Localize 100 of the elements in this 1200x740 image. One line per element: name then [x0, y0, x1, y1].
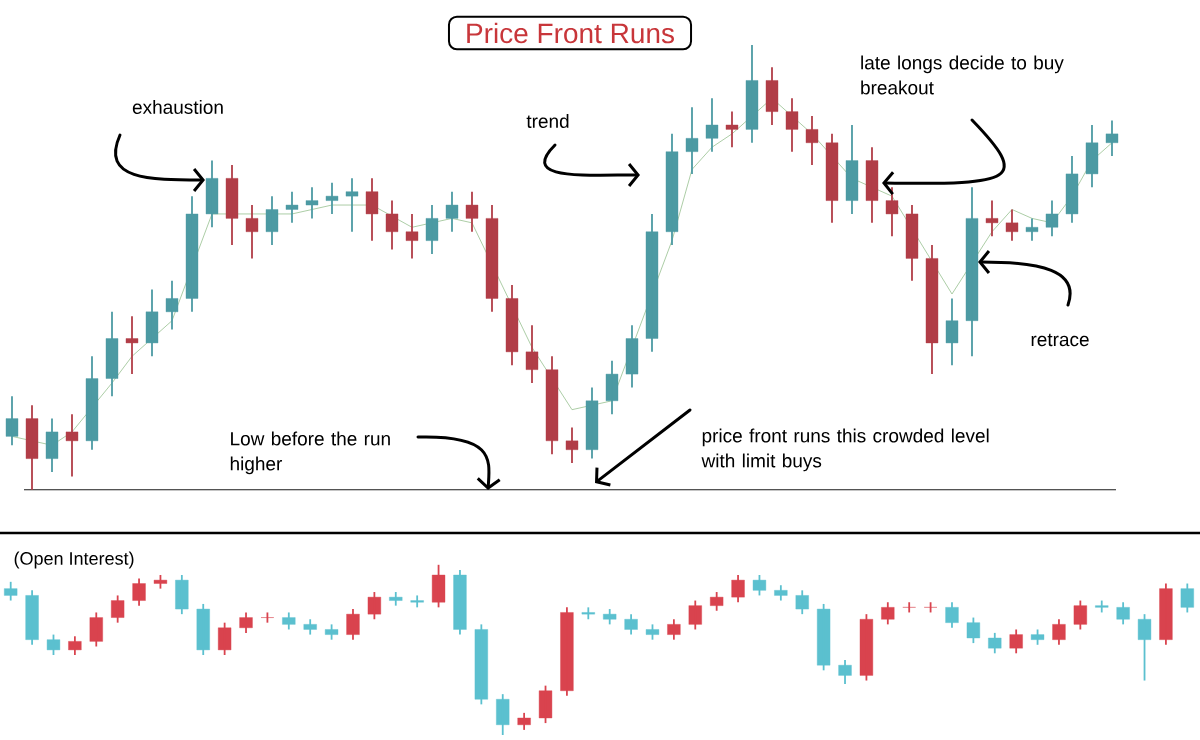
candlestick — [525, 324, 539, 384]
candlestick — [825, 132, 839, 224]
candlestick — [505, 284, 519, 367]
candlestick — [5, 395, 19, 447]
candlestick — [325, 181, 339, 215]
candlestick — [585, 386, 599, 460]
candlestick — [89, 611, 103, 648]
candlestick — [1005, 208, 1019, 242]
candlestick — [305, 186, 319, 220]
candlestick — [881, 601, 895, 626]
candlestick — [385, 199, 399, 251]
candlestick — [25, 589, 39, 646]
candlestick — [282, 611, 296, 631]
candlestick — [485, 204, 499, 313]
candlestick — [605, 359, 619, 416]
candlestick — [1095, 599, 1109, 614]
candlestick — [625, 324, 639, 389]
candlestick — [25, 404, 39, 491]
candlestick — [474, 623, 488, 706]
chart-title: Price Front Runs — [467, 22, 674, 44]
candlestick — [111, 594, 125, 624]
candlestick — [46, 633, 61, 656]
candlestick — [1073, 599, 1087, 631]
candlestick — [196, 603, 210, 656]
candlestick — [817, 603, 831, 672]
candlestick — [365, 177, 379, 242]
candlestick — [410, 594, 424, 609]
candlestick — [795, 589, 809, 616]
annotation: retrace — [1031, 333, 1089, 347]
candlestick — [132, 577, 146, 607]
candlestick — [425, 204, 439, 255]
candlestick — [125, 315, 139, 375]
candlestick — [885, 186, 899, 238]
candlestick — [4, 580, 18, 602]
candlestick — [902, 601, 916, 614]
candlestick — [367, 591, 381, 621]
candlestick — [945, 601, 959, 629]
candlestick — [988, 631, 1002, 655]
candlestick — [545, 355, 559, 456]
annotation: exhaustion — [132, 100, 223, 114]
candlestick — [745, 43, 759, 144]
candlestick — [346, 608, 360, 641]
candlestick — [731, 574, 745, 604]
candlestick — [205, 159, 219, 229]
candlestick — [85, 355, 99, 451]
candlestick — [345, 177, 359, 233]
candlestick — [45, 417, 59, 473]
candlestick — [752, 574, 767, 597]
candlestick — [1009, 628, 1023, 655]
chart-title: (Open Interest) — [14, 551, 134, 569]
candlestick — [303, 618, 317, 636]
candlestick — [838, 659, 852, 685]
candlestick — [845, 124, 859, 215]
candlestick — [965, 186, 979, 358]
candlestick — [785, 97, 799, 153]
candlestick — [665, 132, 679, 246]
annotation: price front runs this crowded level with limit buys — [701, 428, 989, 472]
candlestick — [225, 164, 239, 246]
candlestick — [65, 413, 79, 478]
candlestick — [185, 195, 199, 313]
candlestick — [1137, 613, 1152, 682]
candlestick — [710, 591, 724, 612]
candlestick — [175, 574, 189, 616]
candlestick — [624, 613, 638, 636]
annotation: late longs decide to buy breakout — [861, 55, 1064, 95]
candlestick — [645, 213, 659, 353]
candlestick — [581, 606, 595, 621]
candlestick — [705, 97, 719, 153]
candlestick — [245, 204, 259, 260]
candlestick — [285, 190, 299, 224]
candlestick — [239, 611, 253, 634]
candlestick — [1116, 601, 1130, 626]
candlestick — [1052, 618, 1066, 646]
candlestick — [945, 297, 959, 367]
candlestick — [685, 106, 699, 175]
candlestick — [445, 190, 459, 233]
candlestick — [774, 584, 788, 602]
candlestick — [165, 279, 179, 331]
candlestick — [905, 204, 919, 282]
candlestick — [517, 711, 531, 731]
candlestick — [688, 599, 702, 631]
candlestick — [453, 569, 467, 636]
candlestick — [865, 146, 879, 224]
candlestick — [565, 426, 579, 464]
candlestick — [1085, 124, 1099, 189]
candlestick — [105, 310, 119, 398]
candlestick — [1159, 582, 1173, 646]
candlestick — [1105, 119, 1119, 158]
candlestick — [265, 195, 279, 246]
candlestick — [560, 606, 574, 697]
candlestick — [765, 66, 779, 126]
annotation: trend — [526, 114, 569, 128]
candlestick — [218, 621, 232, 656]
candlestick — [859, 613, 874, 682]
candlestick — [405, 213, 419, 260]
candlestick — [431, 563, 446, 609]
candlestick — [389, 591, 403, 607]
candlestick — [925, 244, 939, 375]
candlestick — [1025, 217, 1039, 242]
candlestick — [1045, 199, 1059, 238]
